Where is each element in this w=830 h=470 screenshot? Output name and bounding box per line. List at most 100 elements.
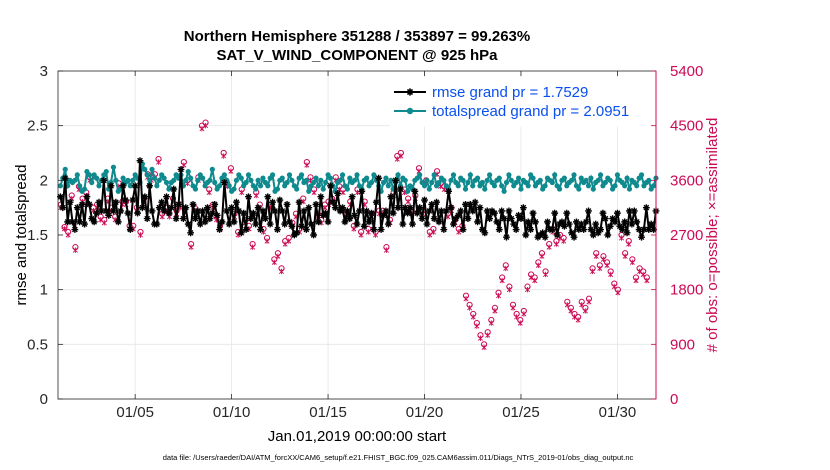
totalspread-point [474,175,481,181]
rmse-point [397,185,404,193]
rmse-point [599,209,607,217]
rmse-point [551,209,559,217]
totalspread-point [552,172,558,178]
totalspread-point [323,179,329,186]
rmse-point [440,226,448,233]
totalspread-point [310,179,317,186]
rmse-point [404,209,412,217]
rmse-point [179,215,187,222]
totalspread-point [622,183,628,189]
rmse-point [213,211,221,219]
rmse-point [300,207,308,215]
rmse-point [630,207,638,215]
y-tick-label-right: 2700 [670,227,703,244]
totalspread-point [482,186,488,192]
rmse-point [628,220,636,228]
totalspread-point [103,168,109,175]
rmse-point [165,209,173,217]
obs-assimilated-point [311,189,317,196]
totalspread-point [347,175,353,181]
rmse-point [594,229,602,237]
obs-assimilated-point [553,241,559,247]
obs-assimilated-point [488,320,494,326]
totalspread-point [590,186,596,192]
rmse-point [553,231,561,239]
totalspread-point [233,177,240,183]
rmse-point [155,204,163,212]
totalspread-point [156,177,162,183]
rmse-point [582,218,590,226]
rmse-point [452,215,460,222]
rmse-point [372,198,380,206]
rmse-point [322,209,330,217]
totalspread-point [455,183,461,189]
rmse-point [433,198,440,206]
obs-assimilated-point [264,238,270,244]
rmse-point [141,193,149,201]
rmse-point [187,229,195,237]
rmse-point [73,204,81,212]
totalspread-point [212,179,218,186]
x-tick-label: 01/25 [502,404,540,421]
rmse-point [90,218,98,226]
totalspread-point [626,186,633,192]
totalspread-point [646,177,652,183]
rmse-point [261,215,269,222]
x-tick-label: 01/30 [599,404,637,421]
rmse-point [216,226,223,233]
totalspread-point [303,177,309,183]
totalspread-point [195,177,201,183]
rmse-point [324,218,332,226]
rmse-point [512,226,520,233]
totalspread-point [624,175,630,181]
obs-assimilated-point [467,305,473,311]
totalspread-point [89,179,95,186]
totalspread-point [192,186,199,192]
obs-assimilated-point [253,192,259,199]
totalspread-point [402,177,408,183]
totalspread-point [448,177,454,183]
rmse-point [64,218,72,226]
rmse-point [223,207,231,215]
rmse-point [278,207,286,215]
totalspread-point [576,186,582,192]
totalspread-point [344,186,350,192]
totalspread-point [125,177,131,183]
totalspread-point [238,175,244,181]
rmse-point [105,211,113,219]
rmse-point [170,185,178,193]
obs-assimilated-point [250,244,256,250]
x-tick-label: 01/10 [213,404,251,421]
totalspread-point [431,172,437,178]
rmse-point [447,204,455,212]
obs-assimilated-point [510,305,516,311]
rmse-point [98,207,105,215]
totalspread-point [405,188,411,194]
totalspread-point [274,186,281,192]
y-tick-label-left: 0 [40,391,48,408]
obs-assimilated-point [539,253,545,259]
totalspread-point [585,183,592,189]
totalspread-point [484,177,490,183]
rmse-point [266,220,274,228]
totalspread-point [315,183,322,189]
totalspread-point [503,179,510,186]
totalspread-point [188,175,194,181]
rmse-point [382,207,390,215]
rmse-point [257,226,264,233]
obs-assimilated-point [405,198,411,205]
rmse-point [228,204,236,212]
totalspread-point [487,172,493,178]
totalspread-point [62,166,68,172]
y-tick-label-right: 1800 [670,282,703,299]
totalspread-point [243,179,249,186]
rmse-point [568,229,576,237]
obs-assimilated-point [398,153,404,159]
rmse-point [430,215,438,222]
rmse-point [515,211,522,219]
rmse-point [356,207,363,215]
obs-assimilated-point [463,296,469,302]
rmse-point [163,193,170,201]
totalspread-point [607,177,613,183]
rmse-point [124,209,132,217]
